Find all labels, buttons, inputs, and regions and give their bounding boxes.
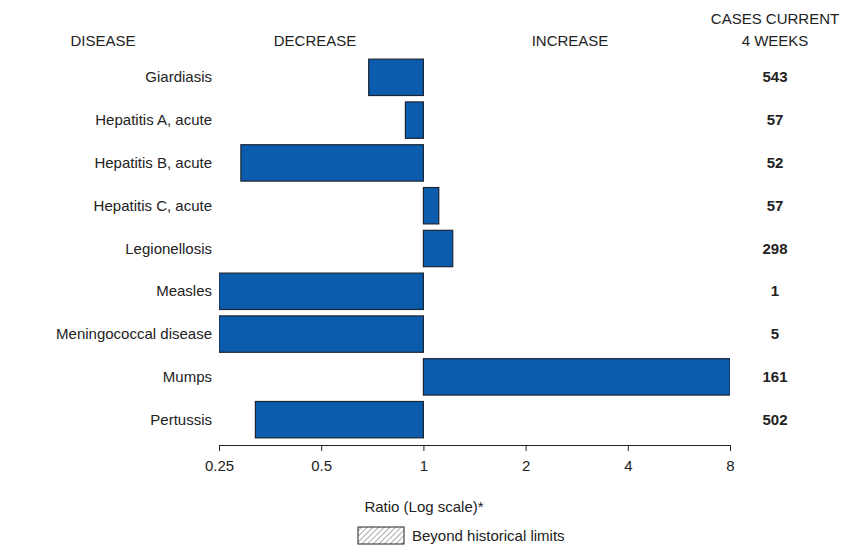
tick-label: 2 [522, 457, 530, 474]
bar [219, 273, 423, 309]
axis-line [220, 445, 731, 446]
legend-swatch [358, 527, 404, 544]
header: CASES CURRENT [711, 10, 839, 27]
tick-label: 8 [726, 457, 734, 474]
tick-mark [628, 445, 629, 451]
category-label: Hepatitis B, acute [94, 154, 212, 171]
tick: 2 [522, 445, 530, 474]
tick: 0.5 [311, 445, 332, 474]
header: DECREASE [274, 32, 357, 49]
axis-title: Ratio (Log scale)* [364, 498, 483, 515]
category-label: Legionellosis [125, 240, 212, 257]
chart: 0.25 0.5 1 2 4 8 Giardiasis 543 Hepatitis A, acu… [0, 0, 853, 559]
bar [369, 59, 424, 95]
tick-mark [219, 445, 220, 451]
tick: 8 [726, 445, 734, 474]
tick-mark [526, 445, 527, 451]
category-label: Hepatitis A, acute [95, 111, 212, 128]
category-label: Meningococcal disease [56, 325, 212, 342]
cases-value: 52 [767, 154, 784, 171]
bar [423, 188, 438, 224]
legend-label: Beyond historical limits [412, 527, 565, 544]
header: DISEASE [70, 32, 135, 49]
tick-mark [423, 445, 424, 451]
category-label: Mumps [163, 368, 212, 385]
tick-label: 4 [624, 457, 632, 474]
header: INCREASE [532, 32, 609, 49]
cases-value: 1 [771, 282, 779, 299]
cases-value: 57 [767, 197, 784, 214]
x-axis: 0.25 0.5 1 2 4 8 [205, 445, 735, 474]
category-label: Pertussis [150, 411, 212, 428]
tick-mark [730, 445, 731, 451]
tick-label: 1 [420, 457, 428, 474]
cases-value: 502 [762, 411, 787, 428]
tick-label: 0.5 [311, 457, 332, 474]
tick: 4 [624, 445, 632, 474]
bar [255, 401, 423, 437]
bar [423, 359, 730, 395]
bars [219, 59, 730, 438]
bar [241, 145, 424, 181]
cases-value: 543 [762, 68, 787, 85]
cases-value: 161 [762, 368, 787, 385]
tick-label: 0.25 [205, 457, 234, 474]
tick-mark [321, 445, 322, 451]
cases-value: 5 [771, 325, 779, 342]
tick: 0.25 [205, 445, 234, 474]
bar [219, 316, 423, 352]
bar [405, 102, 423, 138]
category-label: Measles [156, 282, 212, 299]
category-label: Giardiasis [145, 68, 212, 85]
cases-value: 57 [767, 111, 784, 128]
category-label: Hepatitis C, acute [94, 197, 212, 214]
cases-value: 298 [762, 240, 787, 257]
header: 4 WEEKS [742, 32, 809, 49]
tick: 1 [420, 445, 428, 474]
bar [423, 230, 452, 266]
